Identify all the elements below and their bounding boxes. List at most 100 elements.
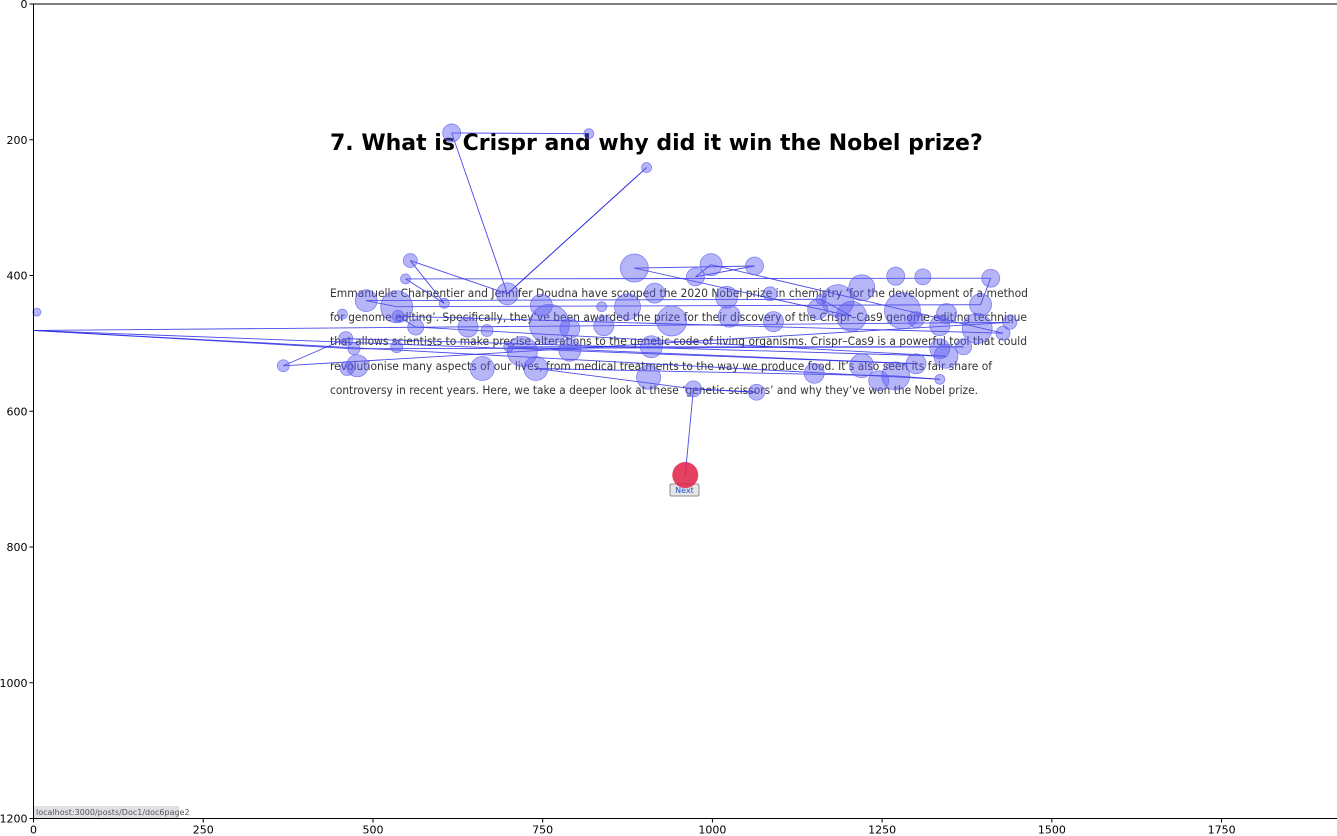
fixation-point bbox=[559, 318, 581, 339]
fixation-point bbox=[380, 290, 414, 324]
y-axis-ticks: 0 200 400 600 800 1000 1200 bbox=[0, 0, 34, 826]
x-tick-label: 1000 bbox=[698, 824, 726, 836]
paragraph-line: Emmanuelle Charpentier and Jennifer Doud… bbox=[330, 286, 1028, 300]
fixation-point bbox=[339, 361, 355, 376]
scanpath-segment bbox=[397, 315, 416, 328]
fixation-point bbox=[929, 338, 951, 360]
fixation-point bbox=[639, 335, 663, 359]
fixation-point bbox=[934, 373, 946, 385]
scanpath-segment bbox=[451, 132, 589, 135]
scanpath-segment bbox=[684, 388, 694, 476]
fixation-point bbox=[936, 303, 958, 324]
fixation-point bbox=[407, 318, 425, 336]
fixation-point bbox=[933, 343, 959, 369]
fixation-point bbox=[596, 301, 608, 313]
page-title: 7. What is Crispr and why did it win the… bbox=[330, 131, 983, 156]
fixation-point bbox=[641, 162, 652, 173]
fixation-point bbox=[469, 356, 495, 381]
paragraph-line: for genome editing’. Specifically, they’… bbox=[330, 310, 1027, 324]
paragraph-line: revolutionise many aspects of our lives,… bbox=[330, 359, 993, 373]
fixation-point bbox=[961, 313, 993, 344]
fixation-point bbox=[656, 305, 688, 337]
scanpath-segment bbox=[634, 265, 755, 269]
x-tick-label: 250 bbox=[193, 824, 214, 836]
scanpath-segment bbox=[33, 321, 1010, 331]
fixation-point bbox=[391, 309, 405, 323]
scanpath-segment bbox=[820, 298, 852, 317]
fixation-point bbox=[745, 256, 764, 276]
status-url: localhost:3000/posts/Doc1/doc6page2 bbox=[36, 808, 190, 817]
fixation-point bbox=[636, 364, 661, 390]
fixation-point bbox=[836, 300, 867, 332]
y-tick-label: 1200 bbox=[0, 813, 28, 826]
fixation-point bbox=[558, 338, 582, 362]
fixation-point bbox=[762, 286, 778, 302]
scanpath-segment bbox=[535, 368, 896, 377]
fixation-point bbox=[495, 282, 519, 306]
fixation-point bbox=[684, 380, 702, 398]
scanpath-segment bbox=[693, 388, 757, 393]
fixation-point bbox=[748, 383, 765, 401]
fixation-point bbox=[807, 299, 829, 320]
fixation-point bbox=[529, 293, 553, 317]
fixation-point bbox=[614, 293, 641, 321]
fixation-point bbox=[914, 268, 932, 286]
fixation-points bbox=[32, 123, 1018, 489]
fixation-point bbox=[354, 289, 378, 313]
fixation-point bbox=[390, 340, 404, 354]
fixation-point bbox=[717, 304, 741, 328]
fixation-point bbox=[438, 297, 450, 309]
fixation-point bbox=[619, 253, 649, 283]
scanpath-segment bbox=[405, 277, 991, 280]
scanpath-segment bbox=[634, 267, 852, 317]
scanpath-segment bbox=[535, 368, 694, 390]
fixation-point bbox=[886, 266, 906, 286]
fixation-point bbox=[995, 325, 1011, 341]
fixation-point bbox=[848, 274, 876, 302]
status-bar: localhost:3000/posts/Doc1/doc6page2 bbox=[33, 806, 190, 818]
fixation-point bbox=[503, 341, 515, 353]
fixation-point bbox=[442, 123, 462, 143]
fixation-point bbox=[506, 336, 538, 367]
fixation-point bbox=[884, 292, 921, 330]
scanpath-segment bbox=[508, 346, 917, 365]
scanpath-segment bbox=[451, 132, 508, 294]
fixation-point bbox=[644, 282, 666, 304]
paragraph-line: controversy in recent years. Here, we ta… bbox=[330, 383, 978, 397]
scanpath-segment bbox=[366, 300, 397, 308]
fixation-point bbox=[345, 354, 369, 378]
fixation-point bbox=[849, 353, 875, 379]
scanpath-segment bbox=[695, 265, 755, 278]
scanpath-segment bbox=[33, 330, 917, 365]
final-fixation-point bbox=[672, 462, 699, 489]
scanpath-segment bbox=[283, 338, 346, 367]
fixation-point bbox=[981, 268, 1001, 288]
fixation-point bbox=[868, 370, 890, 392]
x-tick-label: 0 bbox=[30, 824, 37, 836]
fixation-point bbox=[699, 253, 723, 277]
y-tick-label: 600 bbox=[7, 405, 28, 418]
fixation-point bbox=[529, 303, 570, 345]
x-tick-label: 500 bbox=[362, 824, 383, 836]
fixation-point bbox=[803, 362, 825, 384]
x-tick-label: 1750 bbox=[1208, 824, 1236, 836]
scanpath-segment bbox=[695, 264, 712, 278]
y-tick-label: 200 bbox=[7, 134, 28, 147]
y-tick-label: 400 bbox=[7, 270, 28, 283]
fixation-point bbox=[593, 315, 615, 337]
fixation-point bbox=[402, 253, 418, 268]
scanpath-segment bbox=[507, 167, 647, 295]
scanpath-segment bbox=[405, 278, 445, 304]
scanpath-segment bbox=[410, 260, 508, 295]
scanpath-segment bbox=[409, 260, 445, 304]
scanpath-segment bbox=[366, 298, 822, 302]
x-tick-label: 1500 bbox=[1038, 824, 1066, 836]
fixation-point bbox=[1002, 314, 1018, 330]
scanpath-segment bbox=[980, 278, 992, 305]
scanpath-segment bbox=[895, 375, 940, 380]
fixation-point bbox=[955, 338, 973, 356]
fixation-point bbox=[457, 316, 479, 338]
fixation-point bbox=[347, 342, 361, 356]
fixation-point bbox=[686, 267, 705, 287]
fixation-point bbox=[763, 311, 784, 333]
